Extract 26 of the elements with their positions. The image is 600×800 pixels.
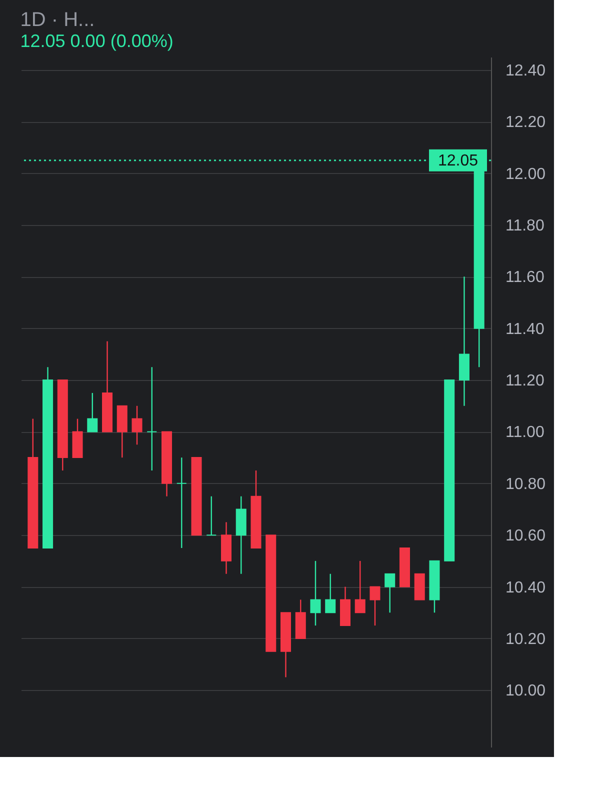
candlestick (87, 392, 98, 432)
y-tick-label: 12.40 (506, 62, 546, 80)
candlestick (325, 573, 336, 614)
candlestick (384, 573, 396, 614)
chart-subtitle: 12.05 0.00 (0.00%) (20, 31, 174, 51)
y-tick-label: 11.20 (506, 372, 544, 390)
y-tick-label: 10.40 (506, 579, 546, 596)
y-tick-label: 12.00 (506, 166, 546, 183)
y-tick-label: 11.40 (506, 320, 544, 338)
candlestick (206, 496, 217, 536)
candlestick (370, 586, 380, 626)
candlestick (354, 560, 366, 614)
y-tick-label: 10.00 (506, 682, 546, 700)
y-tick-label: 10.80 (506, 476, 546, 493)
ref-line-label: 12.05 (438, 152, 478, 170)
y-tick-label: 11.80 (506, 217, 544, 234)
y-tick-label: 11.60 (506, 269, 544, 286)
candlestick (146, 366, 158, 472)
y-tick-label: 10.60 (506, 528, 546, 545)
y-tick-label: 10.20 (506, 630, 546, 648)
candlestick (132, 405, 142, 446)
y-tick-label: 12.20 (506, 114, 546, 132)
candlestick (310, 560, 321, 626)
candlestick (176, 456, 187, 549)
y-tick-label: 11.00 (506, 424, 544, 442)
chart-title: 1D · H... (20, 9, 95, 31)
